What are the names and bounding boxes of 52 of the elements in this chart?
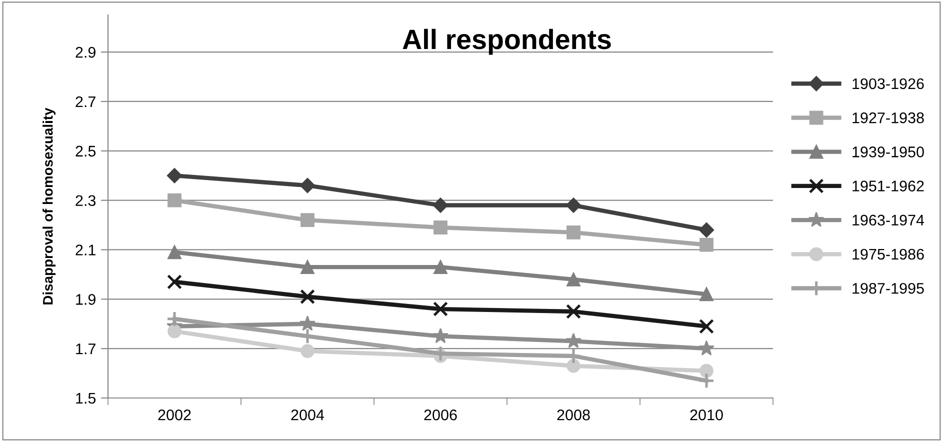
point [300,178,316,194]
point [168,193,182,208]
point [566,272,580,286]
point [700,364,714,378]
legend-label: 1903-1926 [852,78,924,90]
point [700,238,714,252]
point [433,302,448,317]
y-tick-label: 1.5 [76,393,96,404]
x-tick-label: 2010 [690,410,723,420]
point [566,304,581,320]
point [168,245,182,260]
legend-label: 1987-1995 [852,282,924,294]
point [566,226,580,240]
x-tick-label: 2002 [158,410,191,420]
point [698,340,714,356]
y-tick-label: 2.9 [76,46,96,58]
point [698,372,715,389]
y-tick-label: 2.7 [76,96,96,108]
point [434,220,448,234]
x-tick-label: 2008 [557,410,590,420]
point [166,168,182,184]
point [434,260,448,274]
y-axis-title: Disapproval of homosexuality [42,108,56,304]
point [300,289,315,304]
legend-label: 1939-1950 [852,146,924,158]
point [432,328,448,344]
point [166,310,183,328]
legend-label: 1951-1962 [852,180,924,192]
point [168,324,182,338]
y-tick-label: 1.7 [76,344,96,354]
legend-label: 1975-1986 [852,248,924,260]
y-tick-label: 1.9 [76,294,96,305]
point [167,274,182,290]
point [566,198,582,213]
legend-label: 1963-1974 [852,214,924,226]
x-tick-label: 2004 [291,410,324,420]
chart-title: All respondents [402,28,611,55]
point [700,287,714,302]
x-tick-label: 2006 [424,410,457,420]
point [432,198,448,213]
y-tick-label: 2.5 [76,146,96,157]
point [300,213,314,228]
point [300,344,314,358]
y-tick-label: 2.3 [76,195,96,206]
y-tick-label: 2.1 [76,244,96,256]
point [300,316,316,331]
point [698,222,714,238]
point [300,260,314,274]
point [699,318,714,334]
point [566,332,582,348]
legend-label: 1927-1938 [852,112,924,124]
point [566,358,580,373]
